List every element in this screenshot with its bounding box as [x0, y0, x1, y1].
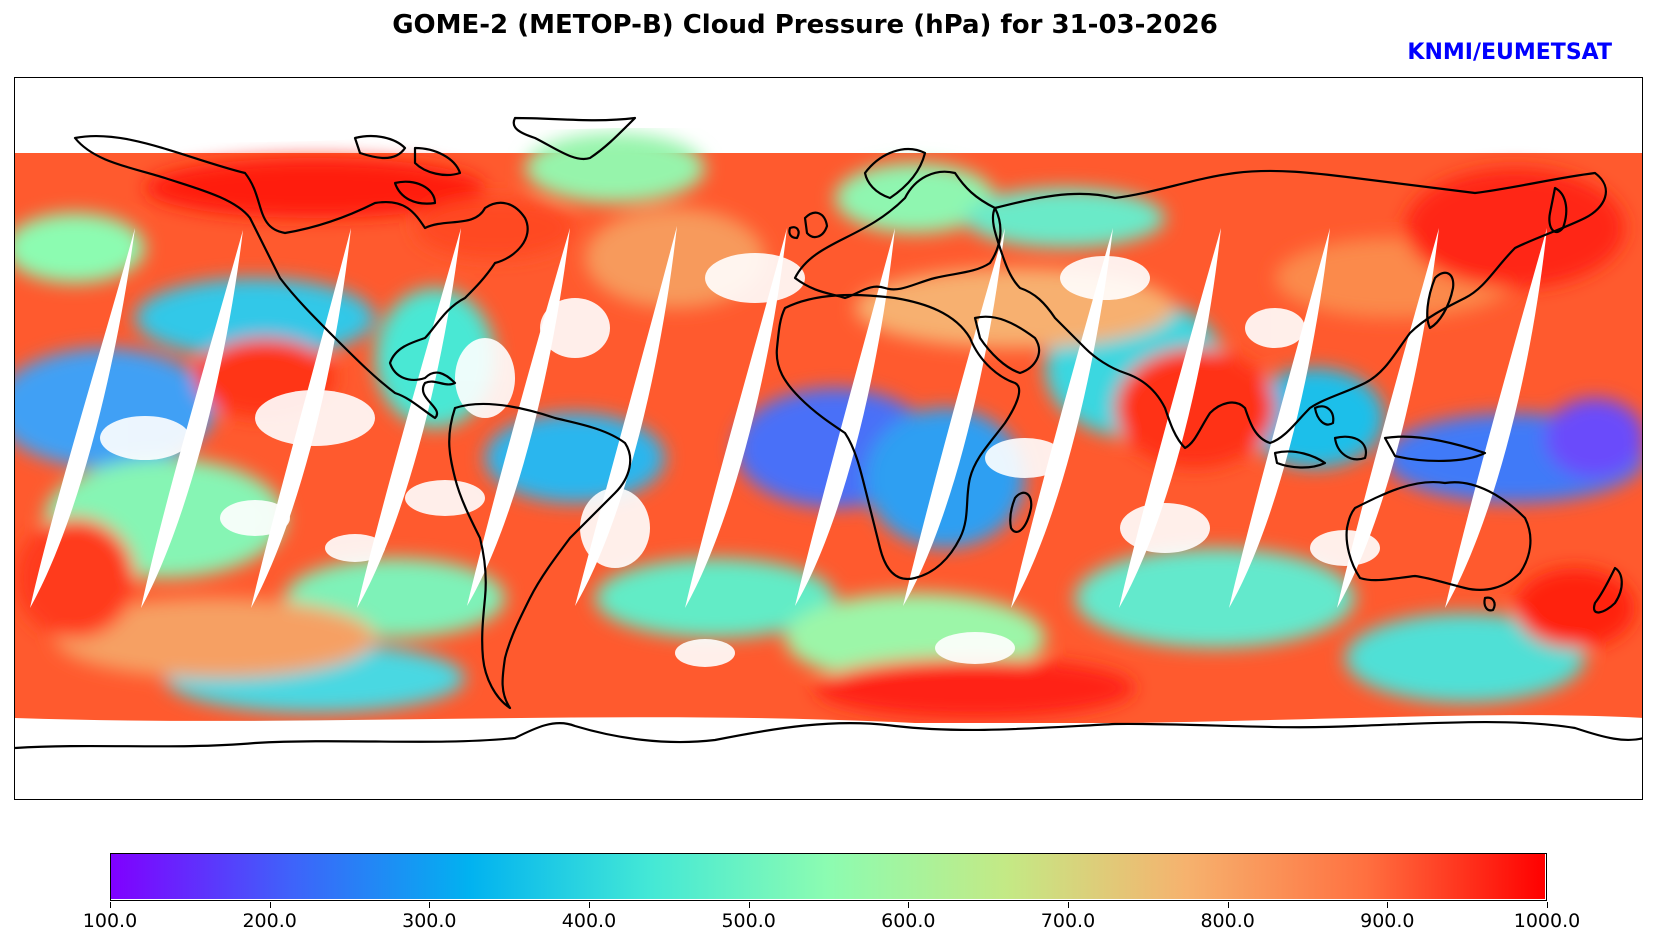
- orbit-gaps: [15, 78, 1642, 799]
- coast-north-america: [73, 134, 529, 420]
- colorbar-tick-mark: [110, 902, 111, 908]
- colorbar-tick-label: 200.0: [242, 910, 297, 932]
- colorbar-tick-label: 400.0: [561, 910, 617, 932]
- coast-africa: [775, 293, 1021, 581]
- colorbar-tick-mark: [429, 902, 431, 908]
- colorbar-tick-mark: [1387, 902, 1389, 908]
- colorbar-tick-mark: [908, 902, 910, 908]
- colorbar-tick-label: 600.0: [881, 910, 936, 932]
- coast-europe: [793, 170, 1002, 300]
- coastlines: [15, 116, 1642, 750]
- map-canvas: [15, 78, 1642, 799]
- colorbar-tick-label: 100.0: [82, 910, 138, 932]
- colorbar-tick-mark: [589, 902, 590, 908]
- map-panel: [14, 77, 1643, 800]
- colorbar-tick-label: 700.0: [1040, 910, 1096, 932]
- colorbar-tick-mark: [269, 902, 271, 908]
- credit-label: KNMI/EUMETSAT: [1407, 40, 1612, 65]
- colorbar-tick-mark: [748, 902, 750, 908]
- coast-south-america: [448, 402, 632, 710]
- colorbar-gradient: [111, 854, 1545, 899]
- colorbar-tick-label: 500.0: [721, 910, 776, 932]
- colorbar-tick-mark: [1227, 902, 1229, 908]
- colorbar-tick-label: 900.0: [1360, 910, 1415, 932]
- colorbar-tick-label: 800.0: [1200, 910, 1255, 932]
- colorbar-tick-mark: [1547, 902, 1548, 908]
- cloud-pressure-field: [15, 133, 1642, 723]
- colorbar-tick-label: 1000.0: [1513, 910, 1581, 932]
- map-title: GOME-2 (METOP-B) Cloud Pressure (hPa) fo…: [392, 10, 1218, 40]
- coast-asia: [991, 169, 1607, 450]
- colorbar: [110, 853, 1547, 901]
- coast-greenland: [512, 116, 637, 161]
- coast-antarctica: [15, 720, 1642, 750]
- colorbar-tick-label: 300.0: [402, 910, 457, 932]
- coast-australia: [1345, 480, 1532, 591]
- colorbar-tick-mark: [1068, 902, 1069, 908]
